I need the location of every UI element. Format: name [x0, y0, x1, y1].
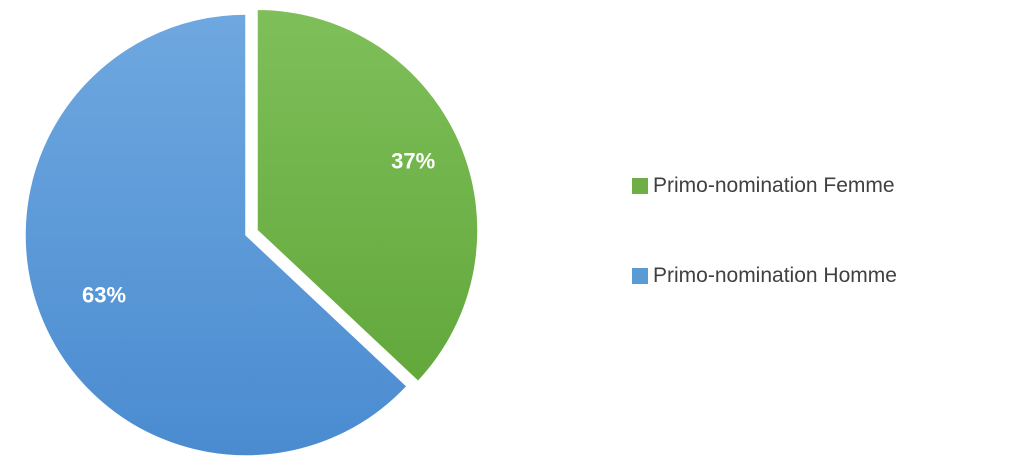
- legend-item-femme: Primo-nomination Femme: [632, 170, 897, 202]
- legend-swatch-femme: [632, 178, 648, 194]
- slice-label-femme: 37%: [391, 148, 435, 173]
- legend-label-femme: Primo-nomination Femme: [653, 174, 895, 197]
- pie-slice-femme: [256, 8, 479, 383]
- pie-slice-homme: [24, 13, 409, 457]
- legend-swatch-homme: [632, 268, 648, 284]
- legend-item-homme: Primo-nomination Homme: [632, 260, 897, 292]
- legend-label-homme: Primo-nomination Homme: [653, 264, 897, 287]
- slice-label-homme: 63%: [82, 282, 126, 307]
- legend: Primo-nomination Femme Primo-nomination …: [632, 170, 897, 350]
